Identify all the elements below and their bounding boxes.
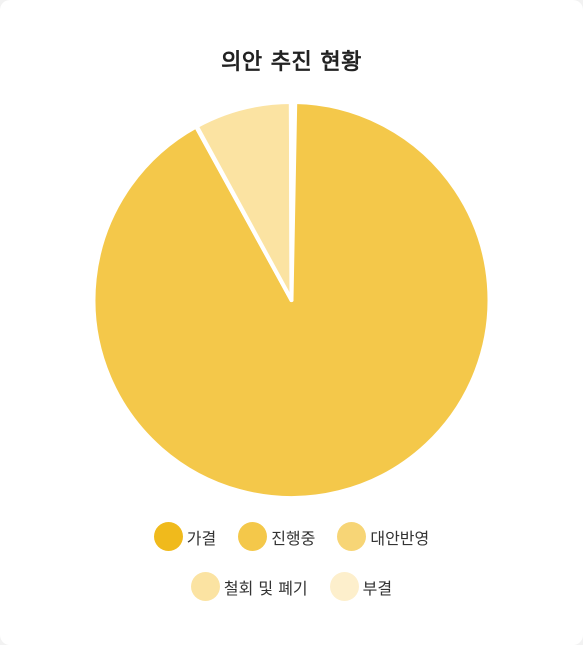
legend-label-alternative: 대안반영 <box>370 528 430 548</box>
legend-item-withdrawn[interactable]: 철회 및 폐기 <box>190 572 308 601</box>
legend-label-withdrawn: 철회 및 폐기 <box>223 578 308 598</box>
legend-row-1: 가결 진행중 대안반영 <box>0 522 583 551</box>
legend-label-in-progress: 진행중 <box>271 528 316 548</box>
legend-swatch-in-progress <box>238 522 268 551</box>
legend-item-in-progress[interactable]: 진행중 <box>238 522 315 551</box>
chart-title: 의안 추진 현황 <box>221 50 362 75</box>
pie-chart <box>91 99 492 500</box>
legend-swatch-rejected <box>329 572 359 601</box>
legend-item-rejected[interactable]: 부결 <box>329 572 393 601</box>
legend-label-passed: 가결 <box>186 528 217 548</box>
legend-item-passed[interactable]: 가결 <box>153 522 217 551</box>
legend-swatch-alternative <box>337 522 367 551</box>
pie-slice-rejected[interactable] <box>288 100 294 302</box>
legend-row-2: 철회 및 폐기 부결 <box>0 572 583 601</box>
legend-item-alternative[interactable]: 대안반영 <box>337 522 429 551</box>
legend-swatch-withdrawn <box>190 572 220 601</box>
legend-label-rejected: 부결 <box>362 578 393 598</box>
legend-swatch-passed <box>153 522 183 551</box>
